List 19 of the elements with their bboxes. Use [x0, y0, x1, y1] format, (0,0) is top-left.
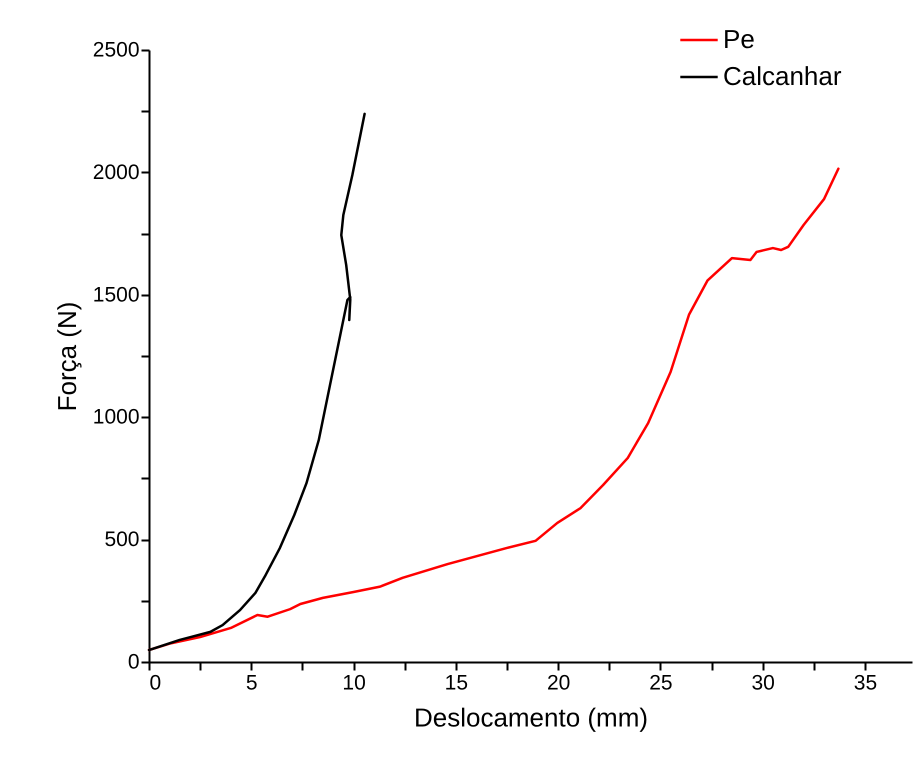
legend-label: Pe: [723, 24, 755, 54]
y-tick-label: 2500: [92, 38, 140, 62]
line-series: [148, 167, 840, 652]
legend-label: Calcanhar: [723, 61, 842, 91]
x-tick-label: 35: [854, 672, 878, 694]
x-tick-label: 0: [150, 672, 162, 694]
y-tick-label: 1000: [92, 406, 140, 429]
x-tick-label: 5: [246, 672, 258, 694]
y-tick-label: 500: [104, 528, 140, 552]
y-axis-title: Força (N): [52, 302, 82, 412]
y-tick-label: 0: [128, 650, 140, 674]
x-tick-label: 10: [342, 672, 366, 694]
x-axis-title: Deslocamento (mm): [414, 702, 648, 732]
y-tick-label: 2000: [92, 160, 140, 184]
x-tick-label: 15: [444, 672, 468, 694]
x-tick-label: 25: [649, 672, 673, 694]
x-tick-label: 20: [546, 672, 570, 694]
x-tick-label: 30: [751, 672, 775, 694]
y-tick-label: 1500: [92, 283, 140, 306]
